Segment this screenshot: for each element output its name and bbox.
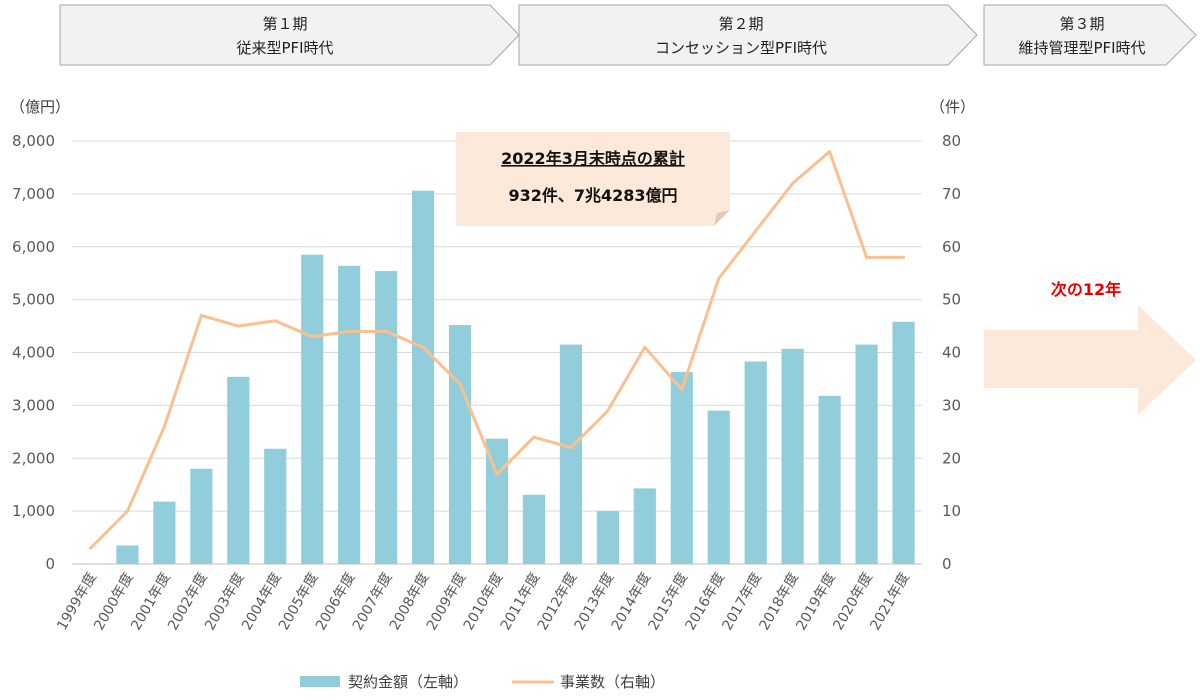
left-tick-label: 2,000 — [12, 449, 55, 467]
bar — [301, 254, 324, 564]
bar — [227, 376, 250, 564]
line-point — [532, 435, 536, 439]
phase-2-subtitle: コンセッション型PFI時代 — [655, 39, 827, 57]
line-point — [421, 345, 425, 349]
phase-banner-3-shape — [983, 4, 1197, 66]
right-tick-label: 40 — [942, 344, 961, 362]
line-point — [717, 276, 721, 280]
phase-1-subtitle: 従来型PFI時代 — [236, 39, 333, 57]
right-tick-label: 10 — [942, 502, 961, 520]
line-point — [199, 313, 203, 317]
left-tick-label: 5,000 — [12, 291, 55, 309]
line-series — [88, 150, 906, 550]
left-tick-label: 7,000 — [12, 185, 55, 203]
bar — [707, 410, 730, 564]
bar — [744, 361, 767, 564]
bar — [116, 545, 139, 564]
bar — [264, 448, 287, 564]
left-axis-unit: （億円） — [10, 98, 70, 116]
line-point — [458, 382, 462, 386]
phase-2-title: 第２期 — [718, 15, 763, 33]
phase-1-title: 第１期 — [262, 15, 307, 33]
bar — [559, 344, 582, 564]
legend-bar-swatch — [300, 676, 340, 687]
bar — [781, 348, 804, 564]
line-point — [828, 150, 832, 154]
left-tick-label: 4,000 — [12, 344, 55, 362]
right-tick-label: 50 — [942, 291, 961, 309]
callout-value: 932件、7兆4283億円 — [508, 186, 677, 205]
bar — [375, 271, 398, 564]
line-point — [643, 345, 647, 349]
left-tick-label: 0 — [45, 555, 55, 573]
legend: 契約金額（左軸） 事業数（右軸） — [300, 673, 665, 691]
left-tick-label: 1,000 — [12, 502, 55, 520]
right-axis-ticks: 0 10 20 30 40 50 60 70 80 — [942, 132, 961, 573]
line-point — [569, 446, 573, 450]
left-tick-label: 3,000 — [12, 396, 55, 414]
callout-title: 2022年3月末時点の累計 — [501, 149, 685, 168]
line-point — [310, 335, 314, 339]
line-point — [347, 329, 351, 333]
right-axis-unit: （件） — [930, 98, 975, 116]
bar — [633, 488, 656, 564]
bar — [338, 265, 361, 564]
left-axis-ticks: 0 1,000 2,000 3,000 4,000 5,000 6,000 7,000 8,00… — [12, 132, 55, 573]
right-tick-label: 0 — [942, 555, 952, 573]
bar — [596, 511, 619, 564]
bar — [818, 395, 841, 564]
phase-banner-1-shape — [59, 4, 520, 66]
bar — [153, 501, 176, 564]
right-tick-label: 20 — [942, 449, 961, 467]
phase-banner-2: 第２期 コンセッション型PFI時代 — [518, 4, 978, 66]
phase-banner-3: 第３期 維持管理型PFI時代 — [983, 4, 1197, 66]
next-period-arrow — [984, 305, 1196, 415]
line-point — [88, 546, 92, 550]
right-tick-label: 30 — [942, 396, 961, 414]
line-point — [680, 388, 684, 392]
line-point — [384, 329, 388, 333]
line-point — [125, 509, 129, 513]
phase-3-subtitle: 維持管理型PFI時代 — [1018, 39, 1145, 57]
bar — [855, 344, 878, 564]
bar-series — [116, 190, 915, 564]
bar — [190, 468, 213, 564]
line-point — [791, 181, 795, 185]
next-period-label: 次の12年 — [1051, 280, 1121, 299]
right-tick-label: 70 — [942, 185, 961, 203]
left-tick-label: 6,000 — [12, 238, 55, 256]
x-axis-labels: 1999年度2000年度2001年度2002年度2003年度2004年度2005… — [54, 570, 913, 633]
phase-banner-2-shape — [518, 4, 978, 66]
cumulative-callout: 2022年3月末時点の累計 932件、7兆4283億円 — [456, 132, 730, 226]
right-tick-label: 80 — [942, 132, 961, 150]
phase-3-title: 第３期 — [1059, 15, 1104, 33]
left-tick-label: 8,000 — [12, 132, 55, 150]
line-point — [865, 255, 869, 259]
legend-line-label: 事業数（右軸） — [560, 673, 665, 691]
callout-box — [456, 132, 730, 226]
line-point — [236, 324, 240, 328]
line-point — [754, 229, 758, 233]
line-point — [162, 425, 166, 429]
right-tick-label: 60 — [942, 238, 961, 256]
legend-bar-label: 契約金額（左軸） — [348, 673, 468, 691]
bar — [892, 321, 915, 564]
callout-fold — [714, 210, 730, 226]
line-point — [495, 472, 499, 476]
bar — [448, 325, 472, 564]
phase-banner-1: 第１期 従来型PFI時代 — [59, 4, 520, 66]
line-point — [273, 319, 277, 323]
line-point — [606, 409, 610, 413]
bar — [670, 372, 693, 564]
bar — [412, 190, 435, 564]
line-point — [902, 255, 906, 259]
bar — [522, 494, 546, 564]
